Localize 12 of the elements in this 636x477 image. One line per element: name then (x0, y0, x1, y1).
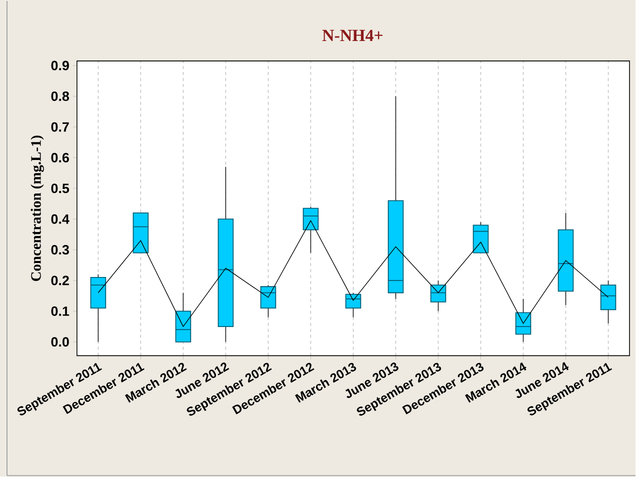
y-tick-label: 0.3 (51, 245, 69, 255)
y-tick-label: 0.0 (51, 337, 69, 347)
chart-title: N-NH4+ (322, 30, 383, 42)
y-tick-label: 0.4 (51, 214, 70, 224)
y-tick-label: 0.7 (51, 122, 69, 132)
y-tick-label: 0.1 (51, 306, 70, 316)
y-tick-label: 0.8 (51, 92, 70, 102)
y-tick-label: 0.2 (51, 276, 69, 286)
y-tick-label: 0.6 (51, 153, 69, 163)
y-axis-title: Concentration (mg.L-1) (30, 136, 44, 282)
y-tick-label: 0.5 (51, 184, 70, 194)
y-tick-label: 0.9 (51, 60, 69, 70)
